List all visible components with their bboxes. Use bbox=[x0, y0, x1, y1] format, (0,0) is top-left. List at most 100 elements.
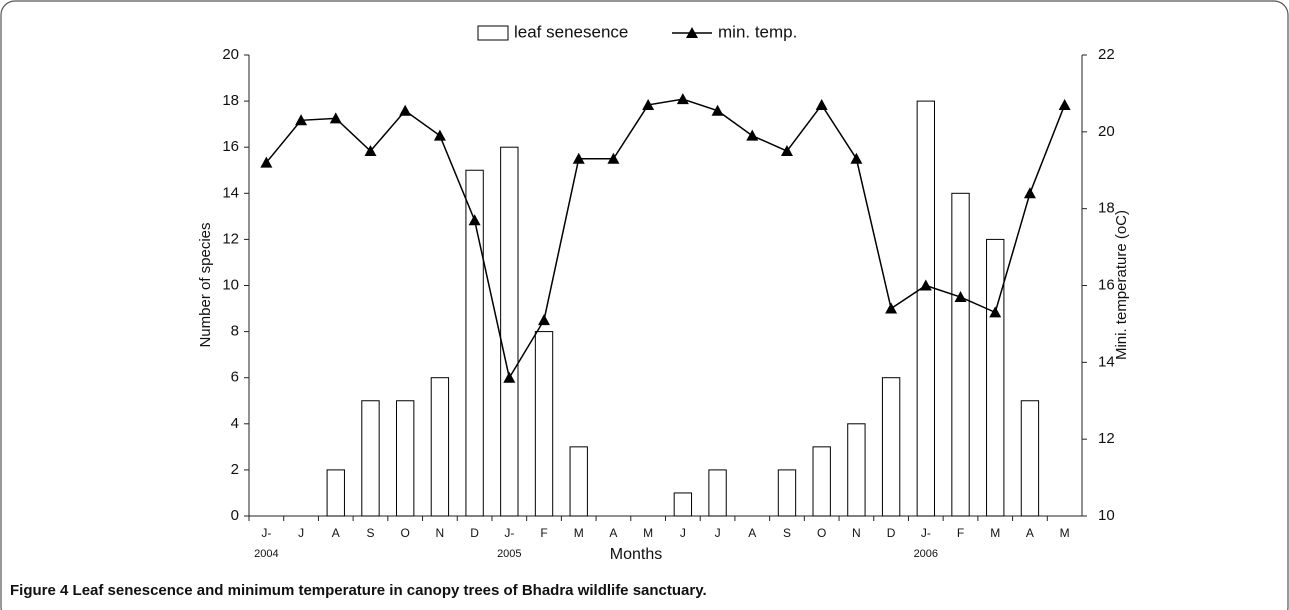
y2-tick-label: 16 bbox=[1098, 276, 1115, 293]
year-label: 2006 bbox=[914, 548, 938, 560]
marker bbox=[676, 93, 689, 105]
x-tick-label: S bbox=[783, 526, 791, 540]
bar bbox=[361, 400, 380, 517]
marker bbox=[1023, 187, 1036, 199]
x-tick-label: A bbox=[748, 526, 756, 540]
marker bbox=[364, 145, 377, 157]
caption-label: Figure 4 bbox=[10, 582, 69, 599]
x-tick-label: S bbox=[366, 526, 374, 540]
bar bbox=[534, 331, 554, 517]
y-tick-label: 14 bbox=[222, 184, 239, 201]
y2-tick-label: 10 bbox=[1098, 507, 1115, 524]
bar bbox=[326, 469, 345, 517]
marker bbox=[780, 145, 793, 157]
y-tick-label: 0 bbox=[231, 507, 239, 524]
marker bbox=[260, 156, 273, 168]
bar bbox=[1020, 400, 1040, 517]
marker bbox=[572, 152, 585, 164]
marker bbox=[746, 129, 759, 141]
y-tick-label: 12 bbox=[222, 230, 239, 247]
x-tick-label: A bbox=[332, 526, 340, 540]
legend-label: leaf senesence bbox=[514, 22, 628, 41]
bar bbox=[986, 238, 1005, 517]
marker bbox=[468, 214, 481, 226]
x-tick-label: A bbox=[609, 526, 617, 540]
bar bbox=[812, 446, 831, 517]
y2-tick-label: 22 bbox=[1098, 46, 1115, 63]
x-tick-label: O bbox=[401, 526, 410, 540]
legend-label: min. temp. bbox=[718, 22, 797, 41]
marker bbox=[538, 314, 551, 326]
caption: Figure 4 Leaf senescence and minimum tem… bbox=[10, 582, 707, 599]
bar bbox=[569, 446, 588, 517]
bar bbox=[430, 377, 450, 517]
y2-axis-label: Mini. temperature (oC) bbox=[1113, 210, 1130, 360]
x-tick-label: J bbox=[715, 526, 721, 540]
x-tick-label: F bbox=[540, 526, 547, 540]
bar bbox=[465, 169, 484, 517]
marker bbox=[295, 114, 308, 126]
bar bbox=[847, 423, 866, 517]
legend-swatch bbox=[477, 25, 509, 41]
y2-tick-label: 18 bbox=[1098, 200, 1115, 217]
y-tick-label: 2 bbox=[231, 461, 239, 478]
bar bbox=[708, 469, 727, 517]
x-tick-label: O bbox=[817, 526, 826, 540]
x-tick-label: D bbox=[470, 526, 479, 540]
y-tick-label: 4 bbox=[231, 415, 239, 432]
bar bbox=[777, 469, 797, 517]
x-tick-label: D bbox=[887, 526, 896, 540]
x-tick-label: J bbox=[680, 526, 686, 540]
marker bbox=[850, 152, 863, 164]
caption-text: Leaf senescence and minimum temperature … bbox=[72, 582, 707, 599]
y2-tick-label: 12 bbox=[1098, 430, 1115, 447]
x-tick-label: F bbox=[957, 526, 964, 540]
marker bbox=[642, 98, 655, 110]
year-label: 2004 bbox=[254, 548, 278, 560]
x-tick-label: M bbox=[990, 526, 1000, 540]
x-tick-label: J bbox=[298, 526, 304, 540]
x-tick-label: N bbox=[436, 526, 445, 540]
y-tick-label: 20 bbox=[222, 46, 239, 63]
line bbox=[265, 98, 1066, 380]
marker bbox=[607, 152, 620, 164]
bar bbox=[500, 146, 519, 517]
marker bbox=[954, 291, 967, 303]
x-tick-label: N bbox=[852, 526, 861, 540]
bar bbox=[673, 492, 693, 517]
marker bbox=[919, 279, 932, 291]
y2-tick-label: 14 bbox=[1098, 353, 1115, 370]
marker bbox=[433, 129, 446, 141]
y-axis-label: Number of species bbox=[197, 222, 214, 347]
marker bbox=[711, 104, 724, 116]
y-tick-label: 18 bbox=[222, 92, 239, 109]
marker bbox=[989, 306, 1002, 318]
x-axis-label: Months bbox=[610, 546, 662, 563]
x-tick-label: A bbox=[1026, 526, 1034, 540]
y-tick-label: 6 bbox=[231, 369, 239, 386]
y2-tick-label: 20 bbox=[1098, 123, 1115, 140]
x-tick-label: J- bbox=[504, 526, 514, 540]
marker bbox=[885, 302, 898, 314]
bar bbox=[951, 192, 970, 517]
x-tick-label: M bbox=[643, 526, 653, 540]
year-label: 2005 bbox=[497, 548, 521, 560]
marker bbox=[815, 98, 828, 110]
x-tick-label: J- bbox=[921, 526, 931, 540]
x-tick-label: J- bbox=[261, 526, 271, 540]
bar bbox=[881, 377, 901, 517]
marker bbox=[329, 112, 342, 124]
y-tick-label: 10 bbox=[222, 276, 239, 293]
y-tick-label: 16 bbox=[222, 138, 239, 155]
marker bbox=[1058, 98, 1071, 110]
bar bbox=[916, 100, 935, 517]
bar bbox=[396, 400, 415, 517]
x-tick-label: M bbox=[1060, 526, 1070, 540]
legend-marker bbox=[686, 27, 698, 38]
y-tick-label: 8 bbox=[231, 323, 239, 340]
marker bbox=[399, 104, 412, 116]
x-tick-label: M bbox=[574, 526, 584, 540]
